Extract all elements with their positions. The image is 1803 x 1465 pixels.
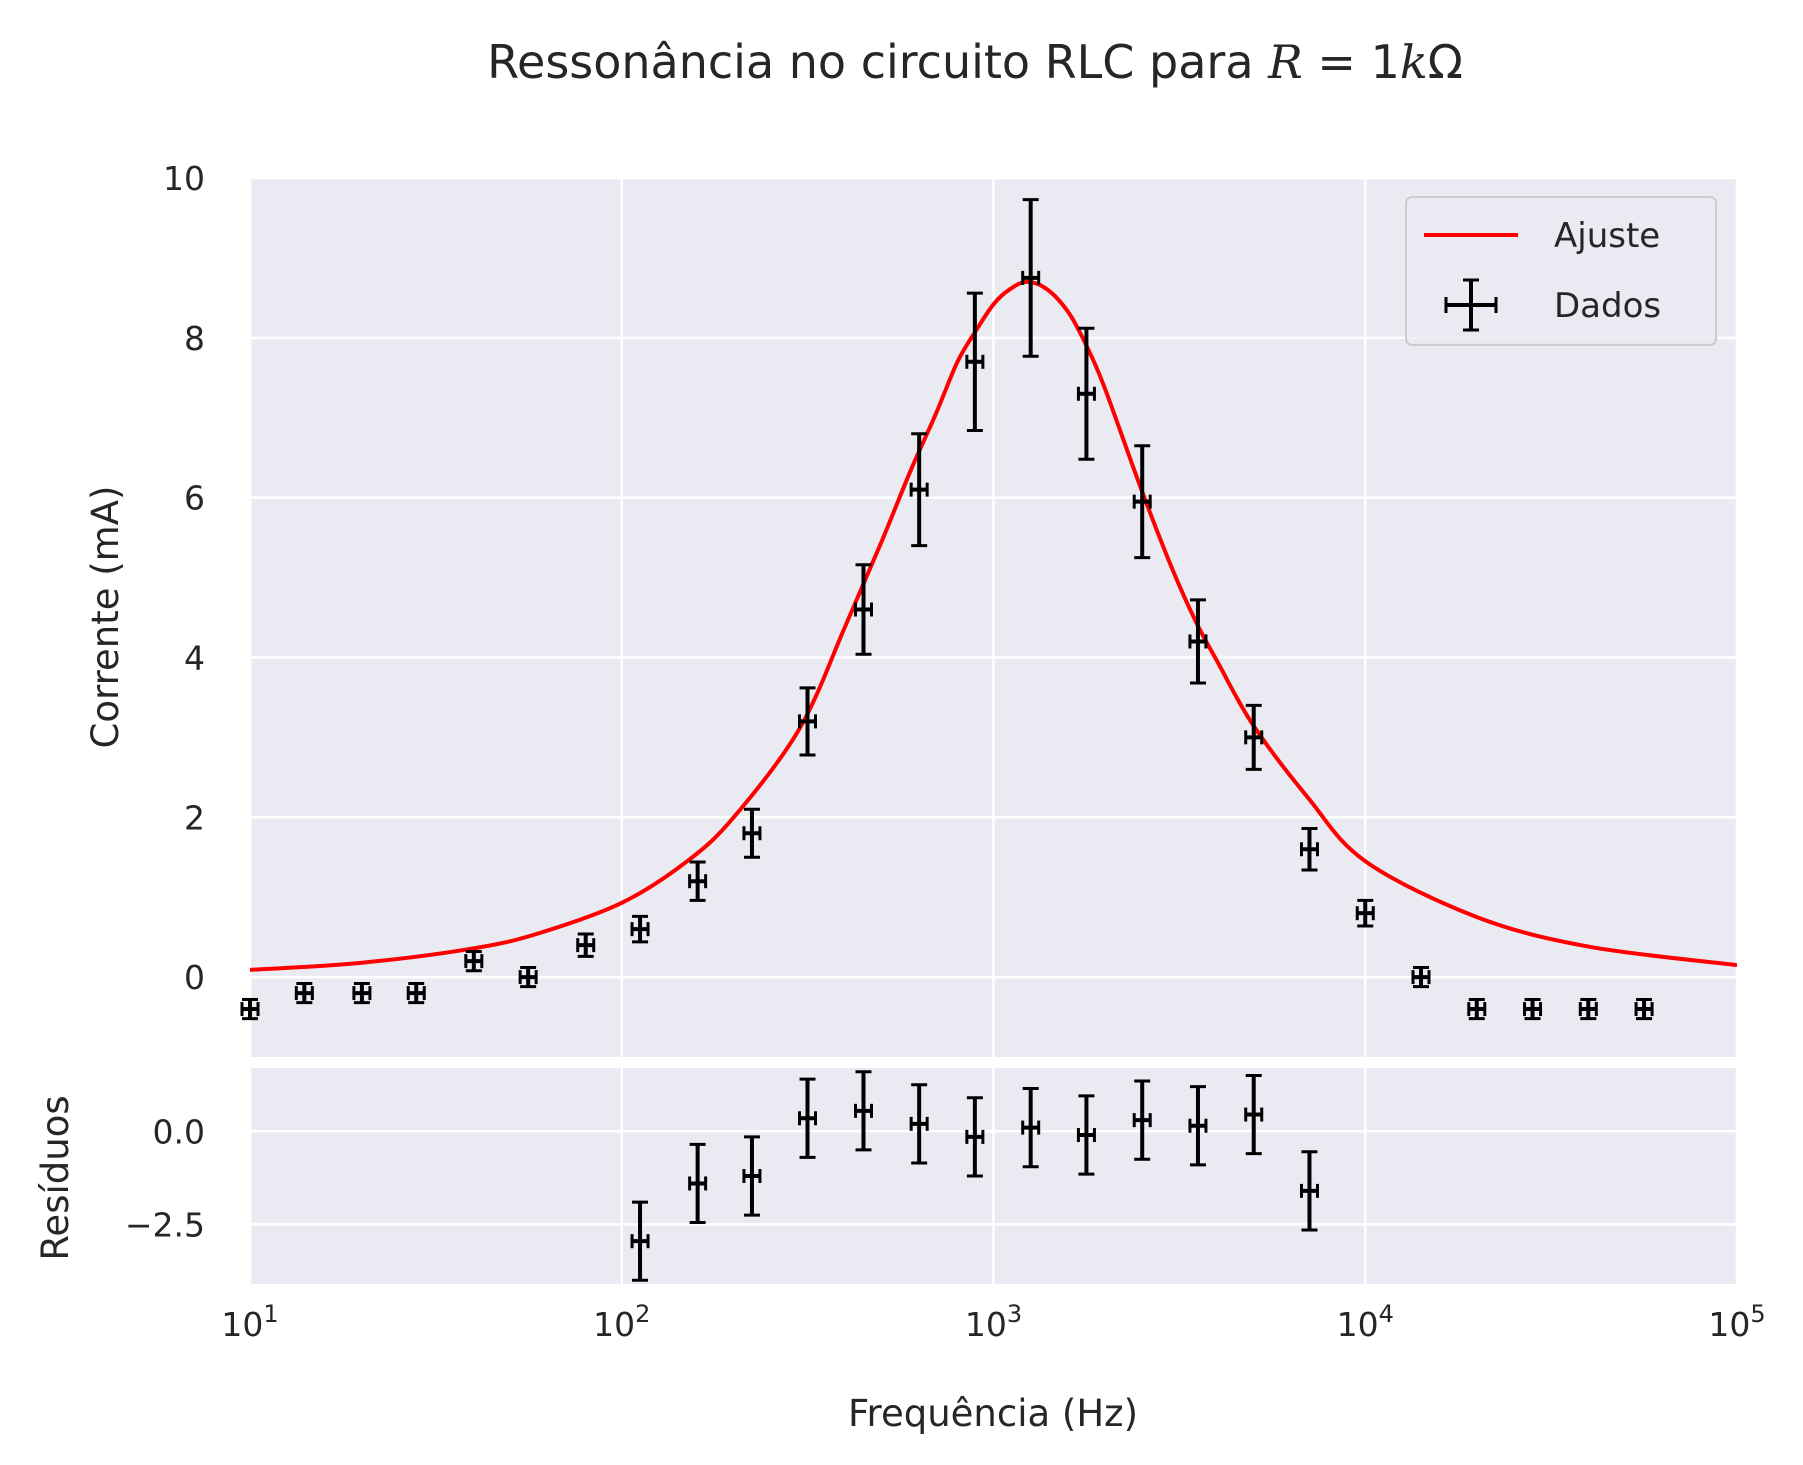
residual-point [688, 1142, 708, 1225]
data-point [576, 932, 596, 958]
residuals-plot-area: 0.0 −2.5 [125, 1068, 1739, 1284]
fit-curve-line [250, 279, 1737, 972]
residuals-y-axis-label: Resíduos [34, 1095, 77, 1260]
data-point [1244, 703, 1264, 771]
data-point [240, 997, 260, 1021]
data-point [1578, 997, 1598, 1021]
fit-curve-layer [250, 279, 1737, 972]
data-point [464, 950, 484, 973]
legend-data-swatch [1444, 278, 1498, 332]
x-tick-label: 105 [1708, 1300, 1765, 1344]
data-point [798, 686, 818, 757]
residual-point [1076, 1094, 1096, 1176]
residual-points-layer [630, 1070, 1319, 1282]
data-point [1411, 966, 1431, 989]
data-point [1076, 326, 1096, 461]
residuals-y-tick-label: −2.5 [125, 1205, 205, 1244]
data-point [742, 807, 762, 859]
main-y-tick-label: 6 [184, 479, 205, 518]
x-tick-label: 101 [221, 1300, 278, 1344]
data-point [630, 914, 650, 944]
data-point [1467, 997, 1487, 1021]
residuals-y-tick-labels: 0.0 −2.5 [125, 1112, 205, 1244]
residual-point [1132, 1079, 1152, 1161]
residual-point [798, 1077, 818, 1159]
residual-point [1299, 1150, 1319, 1232]
main-y-axis-label: Corrente (mA) [84, 486, 127, 749]
residuals-grid [248, 1068, 1739, 1284]
data-point [1188, 598, 1208, 685]
chart-title: Ressonância no circuito RLC para R = 1kΩ [487, 35, 1463, 89]
x-tick-label: 102 [593, 1300, 650, 1344]
data-point [1021, 198, 1041, 358]
data-point [1132, 444, 1152, 560]
data-point [1299, 826, 1319, 872]
residual-point [742, 1135, 762, 1217]
legend: Ajuste Dados [1405, 196, 1717, 346]
data-point [909, 432, 929, 548]
data-point [1523, 997, 1543, 1021]
x-tick-labels: 101 102 103 104 105 [221, 1300, 1765, 1344]
legend-data-label: Dados [1554, 286, 1661, 326]
main-y-tick-label: 10 [163, 159, 205, 198]
residual-point [965, 1096, 985, 1178]
data-point [518, 966, 538, 989]
residual-point [854, 1070, 874, 1152]
residual-point [909, 1083, 929, 1165]
data-point [294, 981, 314, 1005]
main-y-tick-label: 0 [184, 958, 205, 997]
main-y-tick-labels: 0 2 4 6 8 10 [163, 159, 205, 997]
residual-point [1244, 1073, 1264, 1156]
data-points-layer [240, 198, 1654, 1021]
residual-point [1188, 1085, 1208, 1167]
x-axis-label: Frequência (Hz) [848, 1392, 1138, 1435]
data-point [965, 291, 985, 433]
x-tick-label: 103 [965, 1300, 1022, 1344]
data-point [1634, 997, 1654, 1021]
residual-point [630, 1200, 650, 1282]
data-point [688, 860, 708, 902]
legend-fit-label: Ajuste [1554, 216, 1660, 256]
data-point [406, 981, 426, 1005]
data-point [1355, 898, 1375, 928]
data-point [352, 981, 372, 1005]
main-grid [248, 176, 1739, 1057]
main-y-tick-label: 8 [184, 319, 205, 358]
main-y-tick-label: 2 [184, 798, 205, 837]
x-tick-label: 104 [1337, 1300, 1394, 1344]
data-point [854, 563, 874, 656]
residuals-y-tick-label: 0.0 [153, 1112, 205, 1151]
residual-point [1021, 1086, 1041, 1169]
main-y-tick-label: 4 [184, 638, 205, 677]
